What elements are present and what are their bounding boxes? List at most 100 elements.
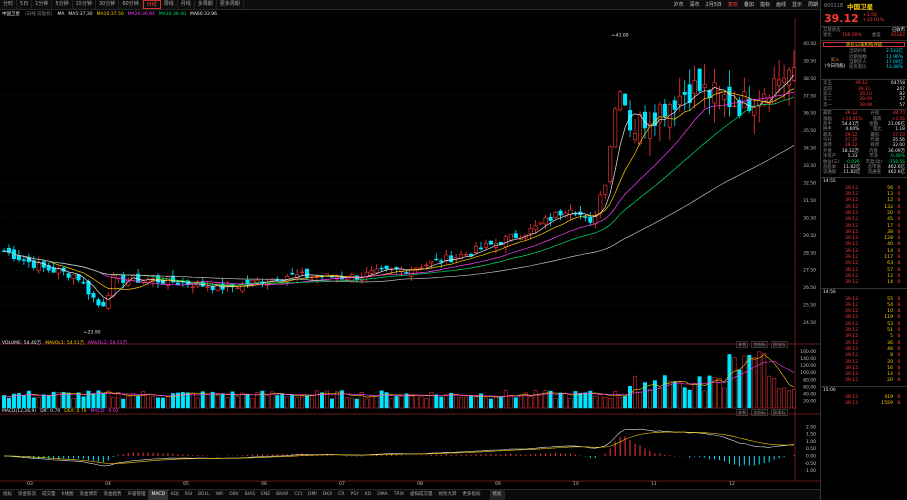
toolbar-menu[interactable]: 指标 bbox=[759, 2, 770, 8]
candle-body bbox=[613, 108, 618, 148]
candle-body bbox=[762, 93, 767, 105]
volume-bar bbox=[513, 397, 518, 409]
indicator-tab[interactable]: MACD bbox=[148, 490, 168, 500]
toolbar-menu[interactable]: 显示 bbox=[791, 2, 802, 8]
indicator-tab[interactable]: 虚拟成交量 bbox=[410, 492, 433, 497]
indicator-tab[interactable]: 更多指标 bbox=[462, 492, 481, 497]
period-tab[interactable]: 日线 bbox=[142, 0, 161, 9]
chart-subtag[interactable]: (日线 前复权) bbox=[25, 12, 53, 17]
indicator-tab[interactable]: 指标 bbox=[3, 492, 12, 497]
candle-body bbox=[290, 272, 295, 275]
period-tab[interactable]: 30分钟 bbox=[96, 0, 120, 9]
indicator-tab[interactable]: 资金博弈 bbox=[79, 492, 98, 497]
indicator-tab[interactable]: RSI bbox=[184, 492, 193, 497]
last-price: 39.12 bbox=[824, 11, 859, 25]
indicator-value: VOLUME: 54.40万 bbox=[2, 341, 42, 346]
stock-name: 中国卫星 bbox=[847, 2, 874, 11]
indicator-tab[interactable]: KDJ bbox=[170, 492, 179, 497]
panel-button[interactable]: 加指标 bbox=[751, 341, 768, 348]
macd-axis-tick: -1.00 bbox=[804, 468, 816, 474]
volume-bar bbox=[508, 395, 513, 409]
stat-row: 最高 39.12 最低 37.10 bbox=[823, 132, 905, 138]
tick-time-1500: 15:00 bbox=[823, 387, 836, 393]
indicator-tab[interactable]: DMI bbox=[308, 492, 317, 497]
volume-bar bbox=[578, 392, 583, 409]
volume-bar bbox=[46, 395, 51, 409]
template-button[interactable]: 模板 bbox=[489, 490, 505, 500]
toolbar-menu[interactable]: 周期 bbox=[807, 2, 818, 8]
date-axis-tick: 03 bbox=[27, 481, 33, 487]
toolbar-menu[interactable]: 叠加 bbox=[743, 2, 754, 8]
period-tab[interactable]: 更多周期 bbox=[217, 0, 244, 9]
volume-bar bbox=[538, 394, 543, 409]
volume-bar bbox=[389, 398, 394, 409]
tick-row: 39.12 20 B bbox=[845, 359, 901, 365]
panel-button[interactable]: 参数 bbox=[736, 409, 749, 416]
volume-bar bbox=[51, 391, 56, 409]
indicator-tab[interactable]: PSY bbox=[350, 492, 359, 497]
ma60-line bbox=[3, 145, 795, 283]
indicator-tab[interactable]: CR bbox=[338, 492, 345, 497]
tick-row: 39.12 16 B bbox=[845, 365, 901, 371]
date-axis-tick: 07 bbox=[339, 481, 345, 487]
volume-bar bbox=[275, 395, 280, 409]
volume-bar bbox=[31, 397, 36, 409]
indicator-tab[interactable]: 财务九转 bbox=[438, 492, 457, 497]
period-tab[interactable]: 1分钟 bbox=[32, 0, 53, 9]
period-tab[interactable]: 周线 bbox=[161, 0, 178, 9]
toolbar-menu[interactable]: 画线 bbox=[775, 2, 786, 8]
candle-body bbox=[101, 301, 106, 307]
volume-bar bbox=[200, 391, 205, 409]
volume-bar bbox=[26, 390, 31, 409]
indicator-tab[interactable]: BOLL bbox=[198, 492, 210, 497]
period-tab[interactable]: 5日 bbox=[17, 0, 33, 9]
kline-chart[interactable]: ←41.00 ←23.90 40.50 39.50 38.50 37.50 36.50 35.… bbox=[0, 18, 820, 489]
indicator-tab[interactable]: CCI bbox=[294, 492, 303, 497]
indicator-tab[interactable]: 声誉管理 bbox=[127, 492, 146, 497]
indicator-tab[interactable]: DMA bbox=[377, 492, 388, 497]
tick-row: 39.12 8 B bbox=[845, 353, 901, 359]
candle-body bbox=[553, 212, 558, 219]
indicator-tab[interactable]: BRAR bbox=[276, 492, 289, 497]
indicator-tab[interactable]: 资金影流 bbox=[18, 492, 36, 497]
period-tab[interactable]: 60分钟 bbox=[119, 0, 143, 9]
volume-bar bbox=[399, 396, 404, 409]
panel-button[interactable]: 加指标 bbox=[751, 409, 768, 416]
volume-bar bbox=[752, 357, 757, 409]
period-tab[interactable]: 月线 bbox=[178, 0, 195, 9]
panel-button[interactable]: 换指标 bbox=[770, 341, 788, 348]
indicator-tab[interactable]: 成交量 bbox=[42, 492, 56, 497]
volume-bar bbox=[623, 395, 628, 409]
period-tab[interactable]: 15分钟 bbox=[73, 0, 96, 9]
period-tab[interactable]: 5分钟 bbox=[52, 0, 73, 9]
tick-row: 39.12 63 B bbox=[845, 261, 901, 267]
rating-notice[interactable]: 商业12家机构评级 bbox=[823, 41, 905, 48]
sell-level: 卖四 39.11 247 bbox=[823, 86, 905, 92]
period-tab[interactable]: 分时 bbox=[0, 0, 18, 9]
candle-body bbox=[682, 91, 687, 95]
volume-bar bbox=[677, 381, 682, 409]
indicator-tab[interactable]: ENE bbox=[261, 492, 271, 497]
ma-value: MA20:36.94 bbox=[127, 12, 155, 17]
stock-tag[interactable]: 中国卫星 bbox=[2, 12, 20, 17]
panel-button[interactable]: 参数 bbox=[736, 341, 749, 348]
indicator-tab[interactable]: K线图 bbox=[61, 492, 74, 497]
volume-bar bbox=[255, 392, 260, 409]
indicator-tab[interactable]: BIAS bbox=[244, 492, 256, 497]
indicator-tab[interactable]: KD bbox=[364, 492, 372, 497]
stat-row: 收益(三) -0.026 市盈(动) -758.56 bbox=[823, 159, 905, 165]
indicator-tab[interactable]: DKX bbox=[322, 492, 333, 497]
panel-button[interactable]: 换指标 bbox=[770, 409, 788, 416]
indicator-tab[interactable]: OBV bbox=[229, 492, 239, 497]
toolbar-menu[interactable]: 复权 bbox=[727, 2, 738, 8]
volume-bar bbox=[180, 392, 185, 409]
candle-body bbox=[215, 282, 220, 291]
indicator-tab[interactable]: TRIX bbox=[393, 492, 404, 497]
period-tab[interactable]: 多周期 bbox=[195, 0, 217, 9]
price-axis-tick: 27.50 bbox=[803, 268, 816, 274]
volume-bar bbox=[757, 351, 762, 409]
price-axis-tick: 24.50 bbox=[803, 320, 816, 326]
indicator-tab[interactable]: 资金趋势 bbox=[103, 492, 122, 497]
volume-bar bbox=[230, 391, 235, 409]
indicator-tab[interactable]: WR bbox=[215, 492, 224, 497]
